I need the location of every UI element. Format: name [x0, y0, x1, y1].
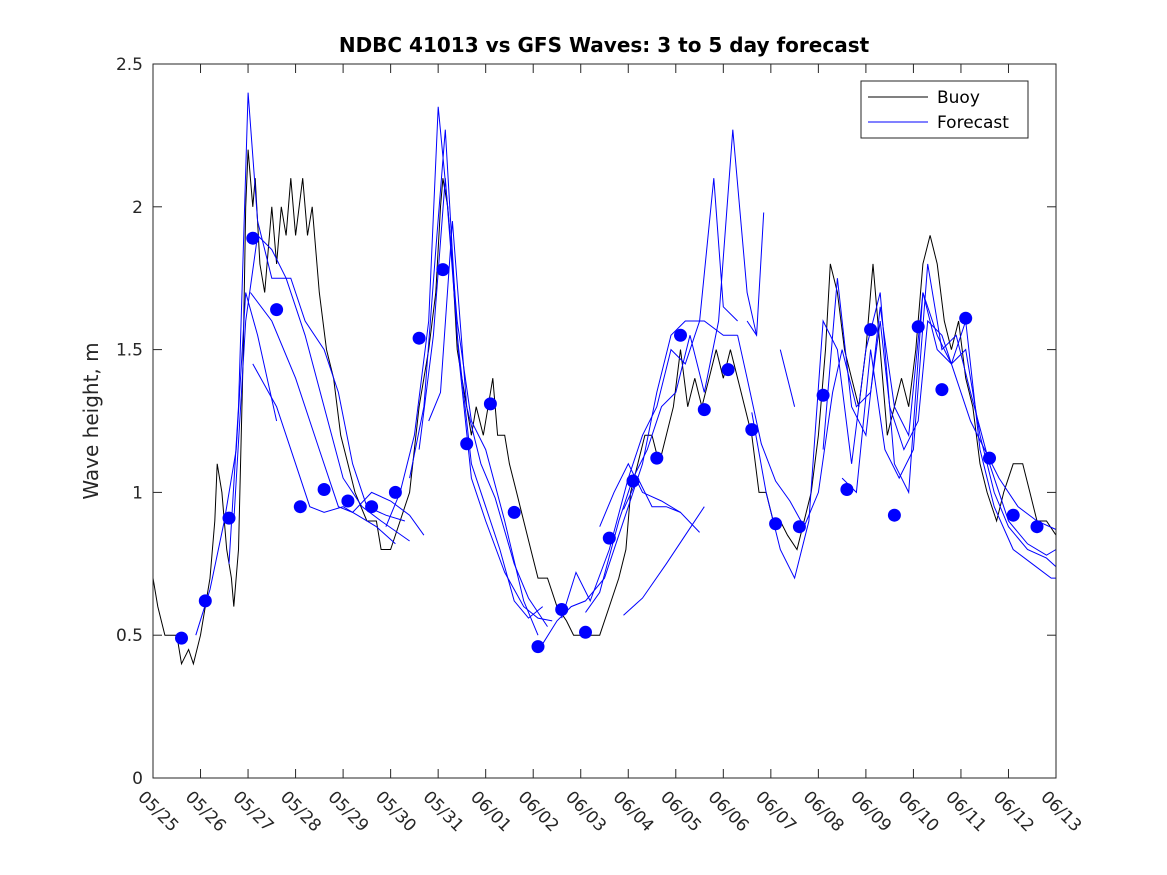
- forecast-series-line-15: [746, 212, 765, 337]
- x-tick-label-5: 05/30: [371, 787, 420, 836]
- marker-layer: [175, 231, 1044, 654]
- legend-box: [860, 80, 1029, 139]
- forecast-series-line-4: [252, 363, 396, 545]
- forecast-marker-6: [317, 483, 331, 496]
- forecast-series-line-17: [751, 292, 1057, 580]
- x-tick-label-15: 06/09: [846, 787, 895, 836]
- forecast-marker-12: [460, 437, 474, 451]
- x-tick-label-13: 06/07: [751, 787, 800, 836]
- x-tick-label-9: 06/03: [561, 787, 610, 836]
- y-tick-label-2: 1: [132, 483, 143, 503]
- forecast-series-line-19: [822, 278, 1056, 579]
- forecast-series-line-11: [585, 129, 758, 613]
- plot-area: [153, 64, 1056, 778]
- legend: Buoy Forecast: [860, 80, 1029, 139]
- forecast-marker-11: [436, 263, 450, 277]
- axes-box: [152, 63, 1057, 779]
- forecast-marker-9: [388, 485, 402, 499]
- forecast-marker-35: [1006, 508, 1020, 522]
- forecast-marker-30: [887, 508, 901, 522]
- x-tick-label-6: 05/31: [419, 787, 468, 836]
- forecast-marker-22: [697, 403, 711, 417]
- forecast-marker-2: [222, 511, 236, 525]
- y-tick-label-3: 1.5: [116, 341, 143, 361]
- x-tick-label-14: 06/08: [799, 787, 848, 836]
- x-tick-label-19: 06/13: [1036, 787, 1085, 836]
- forecast-marker-1: [198, 594, 212, 608]
- forecast-marker-28: [840, 483, 854, 496]
- forecast-marker-13: [483, 397, 497, 411]
- x-tick-label-8: 06/02: [514, 787, 563, 836]
- y-tick-label-0: 0: [132, 769, 143, 789]
- forecast-marker-15: [531, 640, 545, 654]
- forecast-marker-29: [864, 323, 878, 337]
- y-axis-label: Wave height, m: [79, 342, 103, 499]
- forecast-series-line-6: [409, 129, 544, 619]
- forecast-marker-23: [721, 363, 735, 377]
- y-tick-label-1: 0.5: [116, 626, 143, 646]
- forecast-marker-32: [935, 383, 949, 397]
- forecast-marker-16: [555, 603, 569, 616]
- series-layer: [152, 92, 1057, 666]
- forecast-series-line-7: [418, 178, 553, 622]
- chart-title: NDBC 41013 vs GFS Waves: 3 to 5 day fore…: [339, 33, 870, 57]
- x-tick-label-7: 06/01: [466, 787, 515, 836]
- legend-label-buoy: Buoy: [937, 88, 980, 108]
- forecast-marker-26: [792, 520, 806, 534]
- forecast-series-line-14: [623, 506, 705, 616]
- forecast-marker-34: [983, 451, 996, 465]
- x-tick-label-16: 06/10: [894, 787, 943, 836]
- forecast-series-line-10: [561, 178, 738, 619]
- x-tick-label-12: 06/06: [704, 787, 753, 836]
- forecast-marker-14: [507, 505, 521, 519]
- forecast-marker-7: [341, 494, 355, 508]
- forecast-marker-8: [365, 500, 379, 514]
- forecast-series-line-13: [623, 476, 681, 513]
- x-tick-label-2: 05/27: [229, 787, 278, 836]
- forecast-series-line-3: [250, 292, 425, 536]
- y-tick-label-5: 2.5: [116, 55, 143, 75]
- forecast-marker-0: [175, 631, 188, 645]
- y-tick-label-4: 2: [132, 198, 143, 218]
- x-tick-label-11: 06/05: [656, 787, 705, 836]
- forecast-marker-17: [579, 625, 592, 639]
- forecast-marker-21: [674, 328, 687, 342]
- x-tick-label-4: 05/29: [324, 787, 373, 836]
- x-tick-label-10: 06/04: [609, 787, 658, 836]
- forecast-series-line-20: [841, 263, 1057, 556]
- forecast-series-line-8: [428, 221, 548, 627]
- forecast-marker-27: [816, 388, 830, 402]
- forecast-series-line-5: [385, 106, 539, 636]
- x-tick-label-0: 05/25: [133, 787, 182, 836]
- forecast-marker-31: [911, 320, 925, 334]
- forecast-marker-18: [602, 531, 616, 545]
- forecast-marker-3: [246, 231, 260, 245]
- x-tick-label-3: 05/28: [276, 787, 325, 836]
- forecast-marker-20: [650, 451, 664, 465]
- forecast-marker-25: [769, 517, 783, 531]
- legend-label-forecast: Forecast: [937, 113, 1009, 133]
- forecast-marker-4: [270, 303, 284, 317]
- x-tick-label-1: 05/26: [181, 787, 230, 836]
- forecast-marker-5: [293, 500, 307, 514]
- x-tick-label-17: 06/11: [941, 787, 990, 836]
- forecast-marker-33: [959, 311, 973, 325]
- forecast-marker-10: [412, 331, 426, 345]
- forecast-series-line-12: [599, 462, 700, 533]
- x-tick-label-18: 06/12: [989, 787, 1038, 836]
- forecast-marker-36: [1030, 520, 1044, 534]
- forecast-marker-19: [626, 474, 640, 488]
- forecast-series-line-18: [779, 349, 796, 407]
- forecast-marker-24: [745, 423, 759, 437]
